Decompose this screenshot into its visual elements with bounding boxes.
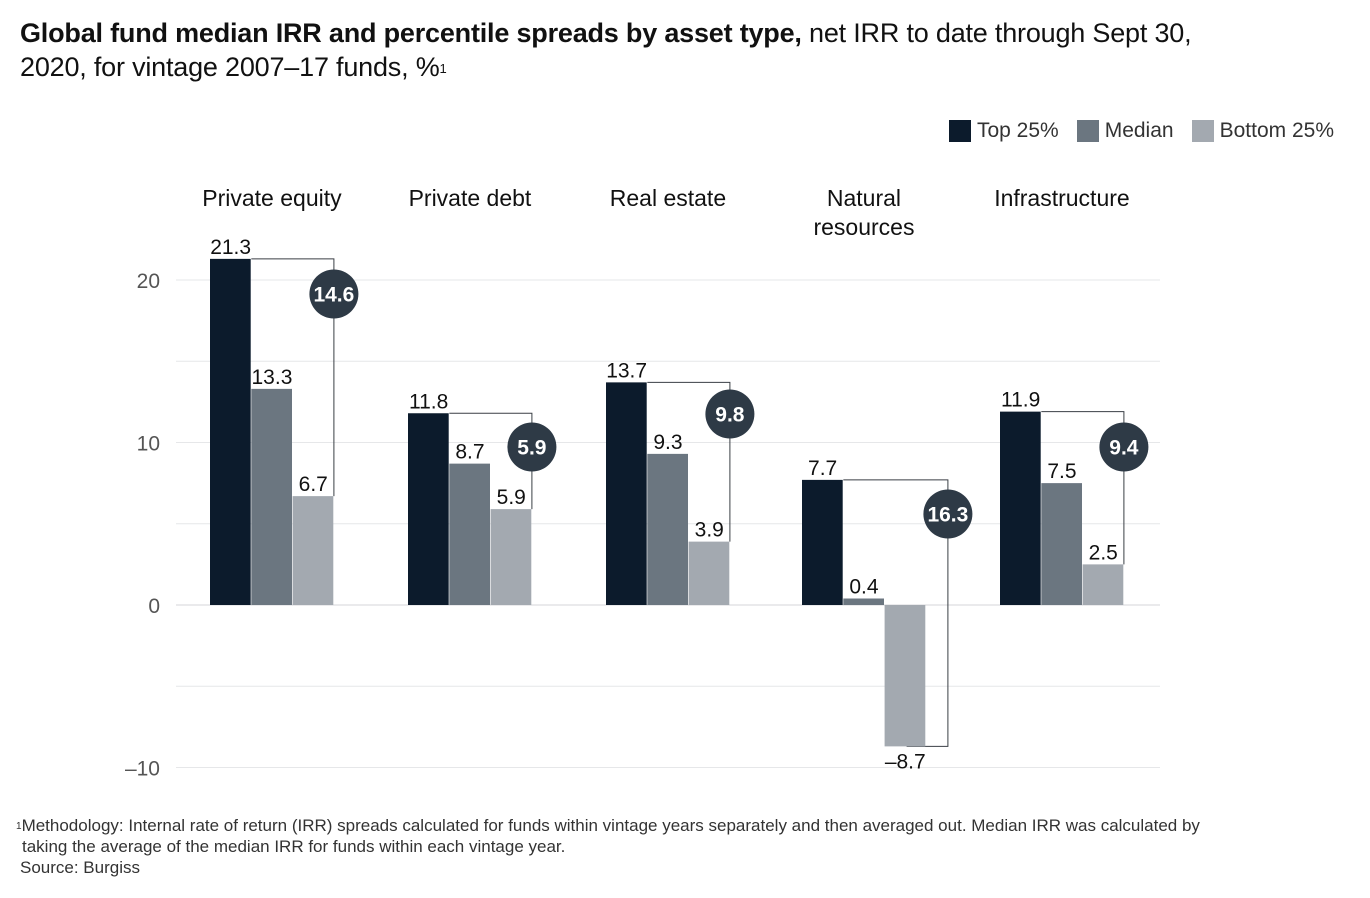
spread-badge — [507, 422, 557, 472]
spread-bracket — [843, 479, 949, 747]
footnote-line-2: taking the average of the median IRR for… — [22, 837, 566, 856]
data-label: 8.7 — [455, 441, 484, 464]
legend-label-top: Top 25% — [976, 119, 1059, 142]
category-label: Natural — [827, 185, 901, 211]
chart-title-rest: net IRR to date through Sept 30, 2020, f… — [20, 18, 1192, 82]
bar-median — [843, 598, 884, 605]
bar-bottom-25 — [490, 509, 532, 605]
data-label: 7.7 — [808, 457, 837, 480]
data-label: –8.7 — [885, 750, 926, 773]
spread-badge — [1099, 422, 1149, 472]
spread-label: 16.3 — [927, 504, 968, 527]
category-label: Private debt — [409, 185, 532, 211]
category-label: Private equity — [202, 185, 342, 211]
spread-bracket — [449, 412, 533, 510]
chart-title-bold: Global fund median IRR and percentile sp… — [20, 18, 802, 48]
legend-swatch-bottom — [1191, 120, 1214, 142]
spread-label: 14.6 — [313, 284, 354, 307]
data-label: 6.7 — [299, 473, 328, 496]
chart-title: Global fund median IRR and percentile sp… — [20, 16, 1220, 84]
legend-label-median: Median — [1104, 119, 1174, 142]
spread-bracket — [647, 381, 731, 542]
data-label: 3.9 — [695, 519, 724, 542]
legend-item-top: Top 25% — [948, 119, 1059, 143]
data-label: 11.8 — [409, 390, 448, 413]
spread-badge — [309, 269, 359, 319]
bar-top-25 — [408, 413, 449, 605]
bar-top-25 — [210, 258, 251, 605]
data-label: 11.9 — [1001, 389, 1040, 412]
footnote-line-1: 1Methodology: Internal rate of return (I… — [16, 815, 1346, 836]
title-footnote-marker: 1 — [439, 61, 447, 76]
data-label: 2.5 — [1089, 541, 1118, 564]
legend-item-bottom: Bottom 25% — [1191, 119, 1334, 143]
bar-median — [251, 388, 292, 605]
bar-bottom-25 — [884, 605, 926, 747]
y-tick-label: 10 — [137, 433, 160, 456]
spread-label: 5.9 — [517, 437, 546, 460]
spread-label: 9.8 — [715, 404, 745, 427]
spread-bracket — [251, 258, 335, 497]
spread-bracket — [1041, 411, 1125, 565]
bar-median — [647, 453, 688, 605]
footnote-marker: 1 — [16, 821, 22, 832]
bar-bottom-25 — [292, 496, 334, 605]
bar-top-25 — [1000, 411, 1041, 605]
bar-top-25 — [606, 382, 647, 605]
legend-item-median: Median — [1076, 119, 1174, 143]
data-label: 7.5 — [1047, 460, 1076, 483]
data-label: 13.3 — [252, 366, 293, 389]
spread-badge — [923, 489, 973, 539]
data-label: 0.4 — [849, 576, 879, 599]
category-label: Real estate — [610, 185, 726, 211]
data-label: 5.9 — [497, 486, 526, 509]
data-label: 21.3 — [210, 236, 251, 259]
legend: Top 25% Median Bottom 25% — [948, 119, 1334, 143]
category-label: Infrastructure — [994, 185, 1130, 211]
category-label: resources — [813, 214, 914, 240]
bar-median — [449, 463, 490, 605]
footnote: 1Methodology: Internal rate of return (I… — [16, 815, 1346, 878]
legend-swatch-top — [948, 120, 971, 142]
legend-label-bottom: Bottom 25% — [1219, 119, 1334, 142]
y-tick-label: 0 — [148, 595, 160, 618]
footnote-methodology: Methodology: Internal rate of return (IR… — [21, 816, 1200, 835]
spread-label: 9.4 — [1109, 437, 1139, 460]
bar-chart: 20 10 0 –10 Private equity 21.3 13.3 6.7 14.6 Pri… — [125, 185, 1160, 781]
bar-bottom-25 — [688, 541, 730, 605]
y-tick-label: –10 — [125, 758, 160, 781]
spread-badge — [705, 389, 755, 439]
legend-swatch-median — [1076, 120, 1099, 142]
y-tick-label: 20 — [137, 270, 160, 293]
bar-bottom-25 — [1082, 564, 1124, 605]
footnote-source: Source: Burgiss — [20, 858, 140, 877]
bar-top-25 — [802, 479, 843, 605]
data-label: 13.7 — [606, 359, 647, 382]
bar-median — [1041, 483, 1082, 605]
data-label: 9.3 — [653, 431, 682, 454]
